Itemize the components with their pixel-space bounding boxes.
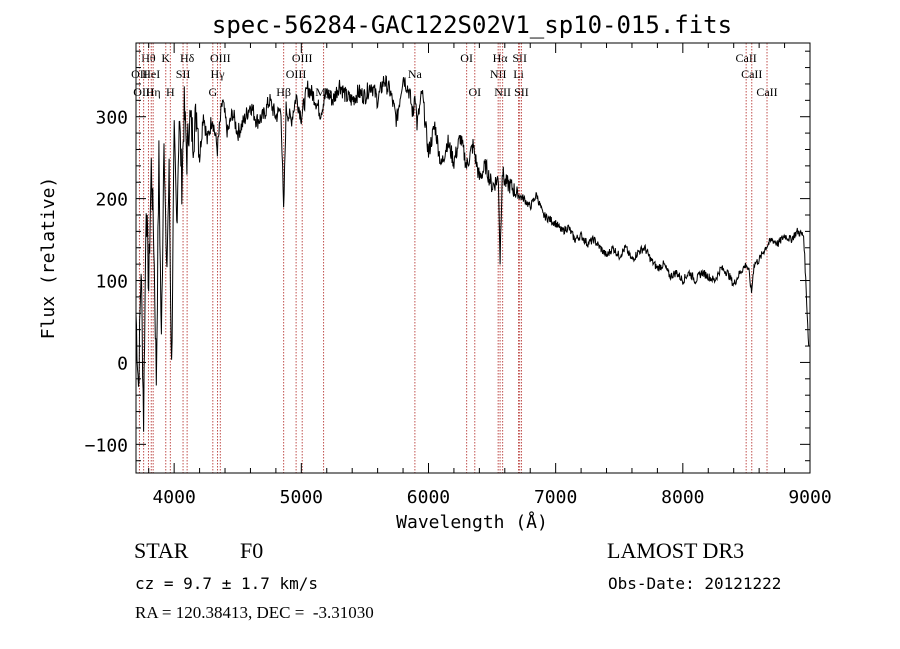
y-tick-label: 0 [117, 353, 128, 374]
line-label: Hδ [180, 51, 195, 65]
y-tick-label: 300 [95, 108, 128, 129]
axis-ticks: 4000 5000 6000 7000 8000 9000 −100 0 100 200 300 [85, 43, 832, 508]
y-axis-label: Flux (relative) [38, 177, 59, 340]
line-label: NII [494, 85, 511, 99]
line-label: HeI [142, 67, 160, 81]
object-subclass: F0 [240, 538, 264, 563]
object-class: STAR [134, 538, 189, 563]
x-tick-label: 8000 [661, 487, 704, 508]
line-label: OIII [210, 51, 231, 65]
y-tick-label: −100 [85, 435, 128, 456]
chart-title: spec-56284-GAC122S02V1_sp10-015.fits [212, 11, 732, 39]
spectrum-series [135, 74, 810, 432]
x-tick-label: 9000 [788, 487, 831, 508]
line-label: CaII [741, 67, 762, 81]
coordinates: RA = 120.38413, DEC = -3.31030 [135, 603, 374, 622]
x-tick-label: 4000 [152, 487, 195, 508]
line-label: Na [408, 67, 423, 81]
line-label: SII [514, 85, 529, 99]
line-label: G [208, 85, 217, 99]
line-label: NII [490, 67, 507, 81]
x-axis-label: Wavelength (Å) [396, 511, 548, 533]
line-label: Li [513, 67, 524, 81]
x-tick-label: 5000 [280, 487, 323, 508]
observation-date: Obs-Date: 20121222 [608, 574, 782, 593]
x-tick-label: 7000 [534, 487, 577, 508]
line-markers: HθOIIOIIIHeIHηKHSIIHδGHγOIIIHβOIIIOIIIMg… [131, 43, 778, 473]
line-label: SII [176, 67, 191, 81]
line-label: K [161, 51, 170, 65]
line-label: OIII [286, 67, 307, 81]
y-tick-label: 100 [95, 272, 128, 293]
line-label: OI [468, 85, 481, 99]
line-label: Hγ [211, 67, 226, 81]
line-label: SII [512, 51, 527, 65]
line-label: H [166, 85, 175, 99]
line-label: CaII [756, 85, 777, 99]
spectrum-line [135, 74, 810, 432]
line-label: Hβ [276, 85, 291, 99]
line-label: OI [460, 51, 473, 65]
line-label: Hθ [141, 51, 156, 65]
x-tick-label: 6000 [407, 487, 450, 508]
line-label: CaII [735, 51, 756, 65]
line-label: OIII [292, 51, 313, 65]
redshift-velocity: cz = 9.7 ± 1.7 km/s [135, 574, 319, 593]
line-label: OIII [133, 85, 154, 99]
line-label: Hα [493, 51, 509, 65]
y-tick-label: 200 [95, 190, 128, 211]
survey-name: LAMOST DR3 [607, 538, 745, 563]
plot-frame [135, 42, 811, 474]
line-label: Hη [146, 85, 161, 99]
